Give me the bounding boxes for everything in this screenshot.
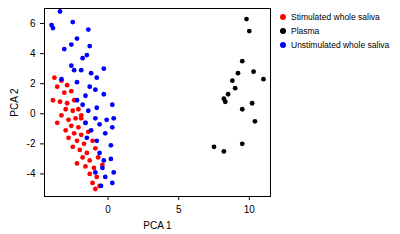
svg-text:4: 4 bbox=[30, 48, 36, 59]
svg-text:10: 10 bbox=[244, 204, 256, 215]
svg-text:0: 0 bbox=[105, 204, 111, 215]
html-text:Unstimulated whole saliva: Unstimulated whole saliva bbox=[291, 40, 390, 50]
svg-text:5: 5 bbox=[176, 204, 182, 215]
html-text:Stimulated whole saliva: Stimulated whole saliva bbox=[291, 12, 380, 22]
svg-text:2: 2 bbox=[30, 78, 36, 89]
svg-text:PCA 1: PCA 1 bbox=[143, 220, 172, 231]
svg-text:6: 6 bbox=[30, 18, 36, 29]
html-text:Plasma: Plasma bbox=[291, 26, 320, 36]
svg-text:-4: -4 bbox=[27, 168, 36, 179]
svg-text:PCA 2: PCA 2 bbox=[9, 88, 20, 117]
svg-text:-2: -2 bbox=[27, 138, 36, 149]
svg-text:0: 0 bbox=[30, 108, 36, 119]
